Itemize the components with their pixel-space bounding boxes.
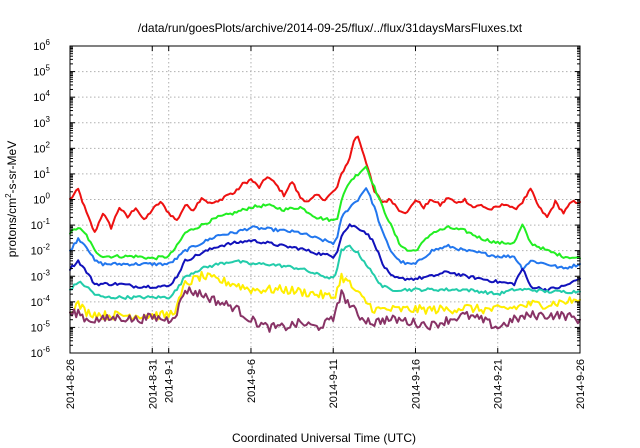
y-tick-label: 102 [33,140,50,155]
y-axis-label: protons/cm2-s-sr-MeV [4,141,19,257]
grid-layer [70,46,580,353]
x-tick-label: 2014-8-31 [147,359,159,409]
series-line-2 [69,165,581,261]
y-axis-label-pre: protons/cm [5,198,19,257]
series-line-3 [69,187,581,271]
y-tick-label: 10-4 [31,294,51,309]
x-tick-label: 2014-9-21 [493,359,505,409]
series-line-1 [69,135,581,233]
series-line-7 [69,286,581,333]
x-axis-label: Coordinated Universal Time (UTC) [232,431,416,445]
x-tick-label: 2014-8-26 [65,359,77,409]
y-tick-label: 106 [33,38,50,53]
series-line-4 [69,223,581,293]
x-tick-label: 2014-9-11 [328,359,340,408]
x-tick-label: 2014-9-26 [575,359,587,409]
y-tick-label: 100 [33,192,50,207]
chart-title: /data/run/goesPlots/archive/2014-09-25/f… [138,21,523,35]
series-line-6 [69,270,581,321]
series-line-5 [69,244,581,300]
x-tick-label: 2014-9-6 [246,359,258,403]
y-tick-label: 105 [33,64,50,79]
y-tick-label: 10-3 [31,268,51,283]
y-tick-label: 104 [33,89,50,104]
x-tick-label: 2014-9-1 [164,359,176,403]
y-tick-label: 10-1 [31,217,51,232]
y-tick-label: 10-2 [31,243,51,258]
tick-layer: 106 105 104 103 102 101 100 10-1 10-2 10-3 10-4 10-… [31,38,587,409]
y-tick-label: 101 [33,166,50,181]
y-tick-label: 10-6 [31,345,51,360]
y-tick-label: 103 [33,115,50,130]
y-tick-label: 10-5 [31,319,51,334]
y-axis-label-sup: 2 [4,193,13,198]
y-axis-label-post: -s-sr-MeV [5,141,19,194]
series-layer [69,135,581,333]
x-tick-label: 2014-9-16 [410,359,422,409]
